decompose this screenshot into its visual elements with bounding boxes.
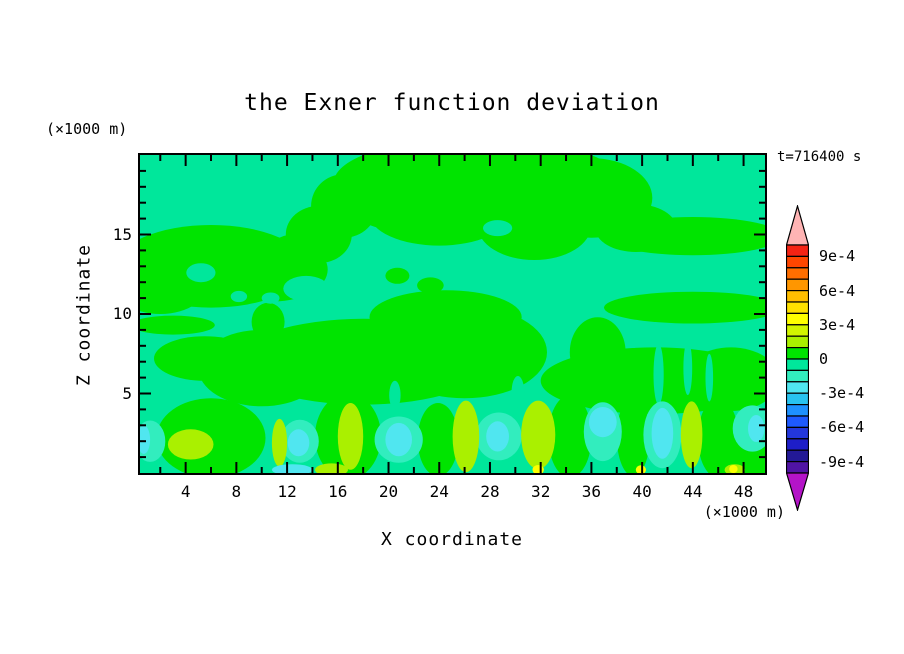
contour-region-teal <box>231 291 247 302</box>
contour-region-green <box>154 336 255 381</box>
contour-region-cyan <box>748 415 764 442</box>
colorbar-over-arrow <box>787 206 809 245</box>
contour-region-teal <box>512 376 525 408</box>
figure-canvas: the Exner function deviation (×1000 m) t… <box>0 0 904 654</box>
contour-region-cyan <box>652 408 674 459</box>
time-label: t=716400 s <box>777 149 861 165</box>
contour-region-teal <box>262 293 280 304</box>
colorbar-cell <box>787 359 809 370</box>
colorbar-cell <box>787 416 809 427</box>
colorbar-under-arrow <box>787 473 809 510</box>
contour-region-chartreuse <box>521 401 555 469</box>
colorbar-cell <box>787 256 809 267</box>
contour-region-cyan <box>288 429 310 456</box>
colorbar-tick-label: -3e-4 <box>819 384 864 402</box>
x-axis-unit-label: (×1000 m) <box>704 503 785 521</box>
contour-region-teal <box>389 381 400 410</box>
colorbar-cell <box>787 268 809 279</box>
colorbar-cell <box>787 245 809 256</box>
contour-region-chartreuse <box>272 419 287 467</box>
contour-region-cyan <box>486 421 509 451</box>
x-tick-label: 20 <box>379 482 398 501</box>
colorbar-tick-label: 9e-4 <box>819 247 855 265</box>
x-tick-label: 36 <box>582 482 601 501</box>
colorbar-cell <box>787 313 809 324</box>
contour-region-cyan <box>385 423 412 456</box>
contour-region-green <box>417 277 444 293</box>
colorbar-cell <box>787 450 809 461</box>
x-tick-label: 24 <box>430 482 449 501</box>
colorbar-cell <box>787 382 809 393</box>
z-axis-title: Z coordinate <box>74 244 95 386</box>
contour-region-cyan <box>589 407 617 437</box>
colorbar-cell <box>787 370 809 381</box>
contour-region-chartreuse <box>681 401 703 468</box>
contour-region-green <box>515 242 553 258</box>
colorbar-cell <box>787 302 809 313</box>
colorbar-cell <box>787 348 809 359</box>
contour-region-teal <box>483 220 512 236</box>
contour-field <box>140 155 765 473</box>
colorbar-cell <box>787 393 809 404</box>
contour-region-green <box>385 268 409 284</box>
x-tick-label: 28 <box>480 482 499 501</box>
x-tick-label: 12 <box>277 482 296 501</box>
z-tick-label: 15 <box>92 225 132 244</box>
plot-area <box>138 153 767 475</box>
x-tick-label: 40 <box>632 482 651 501</box>
contour-region-teal <box>706 354 714 402</box>
colorbar-tick-label: 6e-4 <box>819 282 855 300</box>
colorbar-cell <box>787 279 809 290</box>
contour-region-teal <box>654 344 664 404</box>
x-tick-label: 32 <box>531 482 550 501</box>
contour-region-green <box>370 290 522 344</box>
plot-title: the Exner function deviation <box>244 90 660 116</box>
x-axis-title: X coordinate <box>381 529 523 550</box>
x-tick-label: 44 <box>683 482 702 501</box>
colorbar-tick-label: -9e-4 <box>819 453 864 471</box>
contour-region-green <box>252 303 285 341</box>
contour-region-yellow <box>729 465 737 473</box>
x-tick-label: 8 <box>232 482 242 501</box>
x-tick-label: 48 <box>734 482 753 501</box>
x-tick-label: 4 <box>181 482 191 501</box>
colorbar <box>786 205 809 511</box>
colorbar-cell <box>787 291 809 302</box>
z-tick-label: 10 <box>92 304 132 323</box>
x-tick-label: 16 <box>328 482 347 501</box>
z-tick-label: 5 <box>92 384 132 403</box>
contour-region-chartreuse <box>168 429 214 459</box>
colorbar-cell <box>787 439 809 450</box>
colorbar-cell <box>787 405 809 416</box>
contour-region-chartreuse <box>338 403 363 470</box>
colorbar-tick-label: 0 <box>819 350 828 368</box>
colorbar-cell <box>787 336 809 347</box>
contour-region-green <box>418 403 459 473</box>
colorbar-tick-label: 3e-4 <box>819 316 855 334</box>
colorbar-cell <box>787 462 809 473</box>
colorbar-tick-label: -6e-4 <box>819 418 864 436</box>
z-axis-unit-label: (×1000 m) <box>46 120 127 138</box>
contour-region-teal <box>283 276 329 301</box>
contour-region-teal <box>186 263 215 282</box>
contour-region-chartreuse <box>453 401 480 473</box>
contour-region-teal <box>683 341 692 395</box>
colorbar-cell <box>787 427 809 438</box>
colorbar-cell <box>787 325 809 336</box>
